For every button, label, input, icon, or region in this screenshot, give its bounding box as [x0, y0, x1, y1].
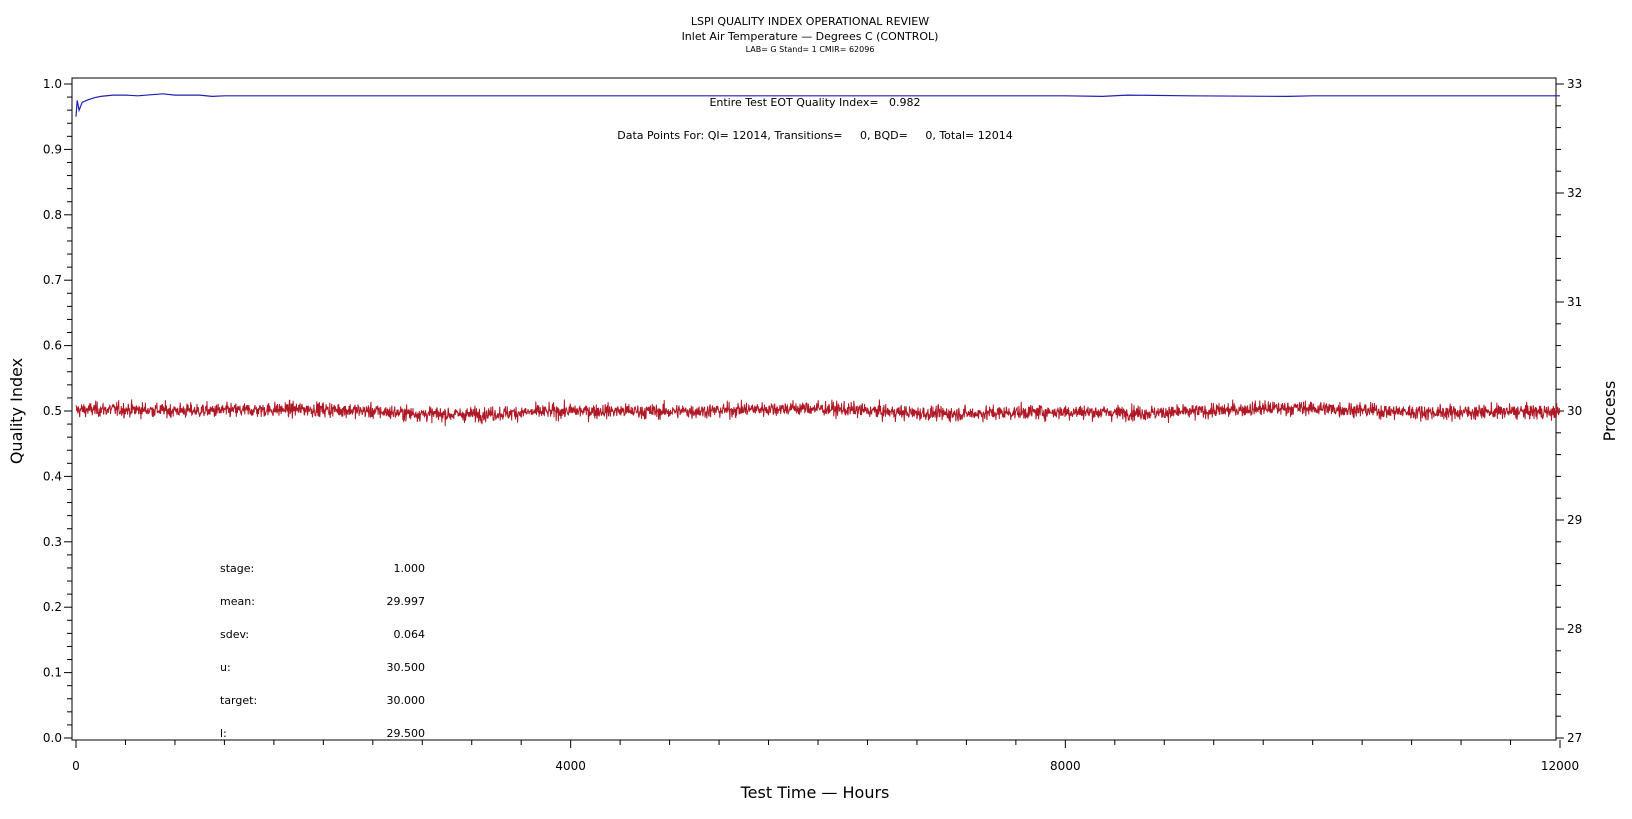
- y-tick-label: 0.5: [43, 404, 62, 418]
- y-tick-label: 0.7: [43, 273, 62, 287]
- x-tick-label: 12000: [1541, 759, 1579, 773]
- quality-index-line: [75, 93, 1560, 117]
- y2-axis-ticks: 27 28 29 30 31 32 33: [1556, 77, 1582, 745]
- stat-label: sdev:: [220, 628, 249, 641]
- stat-value: 29.500: [387, 727, 426, 740]
- y2-tick-label: 31: [1567, 295, 1582, 309]
- process-series: [75, 399, 1561, 427]
- y-tick-label: 0.8: [43, 208, 62, 222]
- y-axis-ticks: 0.0 0.1 0.2 0.3 0.4 0.5 0.6 0.7 0.8 0.9 1.0: [43, 77, 72, 745]
- eot-annotation: Entire Test EOT Quality Index= 0.982: [709, 96, 920, 109]
- points-annotation: Data Points For: QI= 12014, Transitions=…: [617, 129, 1012, 142]
- stat-label: mean:: [220, 595, 255, 608]
- chart-caption: LAB= G Stand= 1 CMIR= 62096: [746, 45, 875, 54]
- x-axis-ticks: 0 4000 8000 12000: [72, 740, 1579, 773]
- quality-index-series: [75, 93, 1560, 117]
- stats-block: stage: 1.000 mean: 29.997 sdev: 0.064 u: 30.500…: [220, 562, 425, 740]
- stat-value: 1.000: [394, 562, 426, 575]
- stat-value: 0.064: [394, 628, 426, 641]
- y-axis-label: Quality Index: [7, 358, 26, 464]
- stat-label: target:: [220, 694, 257, 707]
- x-tick-label: 0: [72, 759, 80, 773]
- plot-frame: [71, 77, 1557, 741]
- stat-label: u:: [220, 661, 231, 674]
- stat-label: l:: [220, 727, 227, 740]
- x-tick-label: 4000: [555, 759, 586, 773]
- stat-value: 30.000: [387, 694, 426, 707]
- y2-tick-label: 27: [1567, 731, 1582, 745]
- y2-tick-label: 33: [1567, 77, 1582, 91]
- y-tick-label: 0.2: [43, 600, 62, 614]
- stat-value: 29.997: [387, 595, 426, 608]
- process-line: [75, 399, 1561, 427]
- stat-label: stage:: [220, 562, 254, 575]
- x-axis-label: Test Time — Hours: [740, 783, 890, 802]
- y2-tick-label: 32: [1567, 186, 1582, 200]
- chart-subtitle: Inlet Air Temperature — Degrees C (CONTR…: [682, 30, 939, 43]
- y2-tick-label: 30: [1567, 404, 1582, 418]
- y2-axis-label: Process: [1600, 381, 1619, 442]
- y-tick-label: 0.9: [43, 142, 62, 156]
- y-tick-label: 0.3: [43, 535, 62, 549]
- y-tick-label: 1.0: [43, 77, 62, 91]
- y-tick-label: 0.0: [43, 731, 62, 745]
- x-tick-label: 8000: [1050, 759, 1081, 773]
- y2-tick-label: 28: [1567, 622, 1582, 636]
- y-tick-label: 0.6: [43, 339, 62, 353]
- chart-title: LSPI QUALITY INDEX OPERATIONAL REVIEW: [691, 15, 929, 28]
- stat-value: 30.500: [387, 661, 426, 674]
- y-tick-label: 0.1: [43, 666, 62, 680]
- y2-tick-label: 29: [1567, 513, 1582, 527]
- y-tick-label: 0.4: [43, 469, 62, 483]
